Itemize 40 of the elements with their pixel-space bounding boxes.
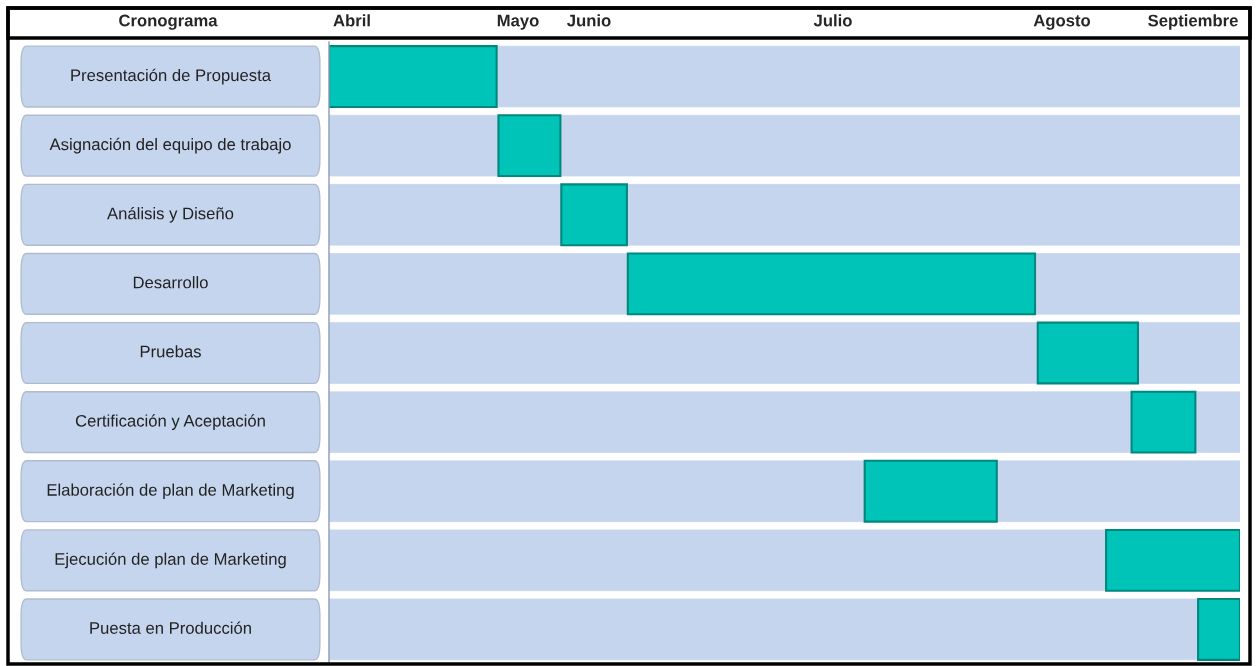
bar	[560, 183, 628, 247]
bar	[1197, 598, 1240, 661]
bar	[626, 252, 1037, 316]
text: Septiembre	[1148, 14, 1238, 30]
bar	[1137, 322, 1240, 384]
y-tick-label: Presentación de Propuesta	[71, 68, 272, 85]
bar	[1130, 390, 1197, 454]
text: Abril	[333, 14, 370, 27]
bar	[1195, 391, 1240, 453]
bar	[329, 598, 1199, 661]
bar	[1034, 253, 1240, 315]
bar	[329, 45, 498, 108]
y-tick-label: Análisis y Diseño	[107, 206, 234, 223]
y-tick-label: Elaboración de plan de Marketing	[47, 483, 294, 500]
bar	[863, 459, 998, 523]
y-tick-label: Desarrollo	[133, 276, 208, 289]
bar	[626, 184, 1240, 246]
text: Agosto	[1033, 14, 1091, 30]
bar	[496, 45, 1240, 108]
bar	[329, 253, 629, 315]
y-tick-label: Certificación y Aceptación	[75, 414, 265, 430]
text: Julio	[813, 14, 852, 27]
bar	[329, 114, 499, 177]
y-tick-label: Asignación del equipo de trabajo	[49, 137, 291, 154]
bar	[329, 184, 562, 246]
bar	[329, 322, 1039, 384]
y-tick-label: Pruebas	[140, 345, 201, 358]
bar	[1036, 321, 1140, 385]
text: Mayo	[497, 14, 539, 30]
text: Junio	[567, 14, 611, 27]
bar	[1105, 528, 1240, 592]
y-axis-title: Cronograma	[119, 14, 218, 30]
y-tick-label: Puesta en Producción	[90, 621, 251, 634]
bar	[497, 114, 562, 178]
bar	[329, 460, 866, 522]
bar	[996, 460, 1240, 522]
bar	[329, 391, 1132, 453]
bar	[560, 114, 1240, 177]
bar	[329, 529, 1107, 592]
y-tick-label: Ejecución de plan de Marketing	[55, 552, 286, 569]
